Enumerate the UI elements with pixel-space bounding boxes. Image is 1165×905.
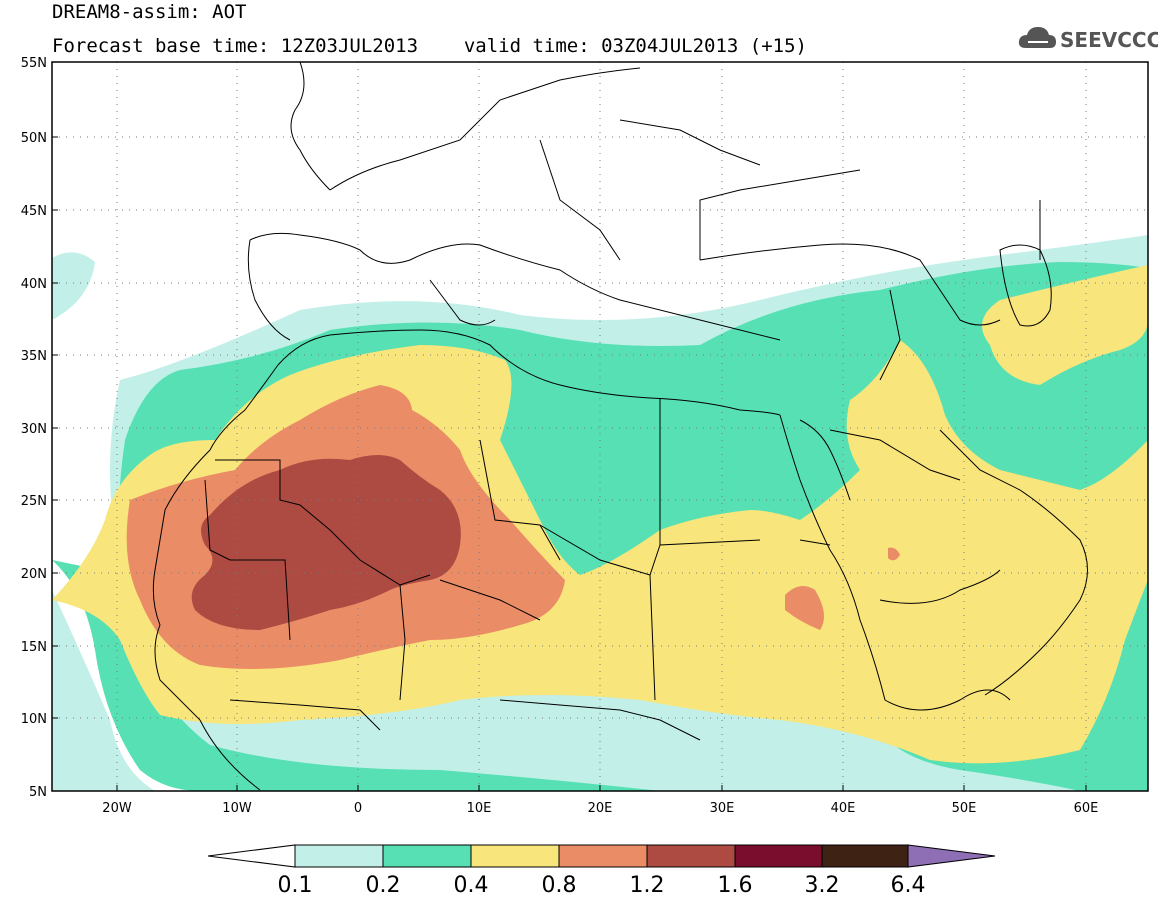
lat-label: 40N: [21, 277, 47, 292]
colorbar-label: 3.2: [805, 873, 840, 898]
colorbar-above-arrow: [907, 844, 996, 868]
latitude-labels: 55N 50N 45N 40N 35N 30N 25N 20N 15N 10N …: [21, 56, 47, 800]
tick-marks: [52, 61, 1087, 792]
colorbar-swatch: [382, 844, 472, 868]
lat-label: 30N: [21, 422, 47, 437]
colorbar: [207, 844, 996, 868]
lon-label: 20E: [588, 801, 613, 816]
colorbar-swatch: [294, 844, 384, 868]
lon-label: 20W: [102, 801, 132, 816]
base-time: Forecast base time: 12Z03JUL2013: [52, 35, 419, 57]
lat-label: 15N: [21, 640, 47, 655]
lat-label: 20N: [21, 567, 47, 582]
aot-field: [52, 62, 1148, 791]
forecast-times: Forecast base time: 12Z03JUL2013 valid t…: [52, 36, 807, 56]
colorbar-label: 1.2: [630, 873, 665, 898]
colorbar-swatch: [470, 844, 560, 868]
lat-label: 35N: [21, 349, 47, 364]
map-title: DREAM8-assim: AOT: [52, 1, 247, 23]
colorbar-label: 0.4: [454, 873, 489, 898]
colorbar-swatch: [558, 844, 648, 868]
aot-contour-1.2: [191, 455, 461, 630]
colorbar-swatch: [734, 844, 823, 868]
brand-text: SEEVCCC: [1060, 28, 1158, 52]
brand-logo: SEEVCCC: [1018, 27, 1158, 52]
lon-label: 30E: [710, 801, 735, 816]
lon-label: 60E: [1074, 801, 1099, 816]
lat-label: 10N: [21, 712, 47, 727]
colorbar-label: 6.4: [891, 873, 926, 898]
gridlines: [52, 62, 1148, 791]
lon-label: 50E: [952, 801, 977, 816]
lon-label: 10W: [222, 801, 252, 816]
lat-label: 45N: [21, 204, 47, 219]
lat-label: 50N: [21, 131, 47, 146]
lon-label: 10E: [467, 801, 492, 816]
lon-label: 0: [354, 801, 362, 816]
valid-time: valid time: 03Z04JUL2013 (+15): [463, 35, 807, 57]
colorbar-label: 0.1: [278, 873, 313, 898]
colorbar-label: 0.2: [366, 873, 401, 898]
lon-label: 40E: [831, 801, 856, 816]
longitude-labels: 20W 10W 0 10E 20E 30E 40E 50E 60E: [102, 801, 1098, 816]
colorbar-swatch: [646, 844, 736, 868]
coastlines: [152, 62, 1088, 791]
colorbar-labels: 0.1 0.2 0.4 0.8 1.2 1.6 3.2 6.4: [278, 873, 926, 898]
colorbar-label: 1.6: [718, 873, 753, 898]
lat-label: 55N: [21, 56, 47, 71]
lat-label: 25N: [21, 494, 47, 509]
colorbar-below-arrow: [207, 844, 296, 868]
colorbar-label: 0.8: [542, 873, 577, 898]
cloud-logo-icon: [1018, 27, 1056, 48]
colorbar-swatch: [821, 844, 909, 868]
lat-label: 5N: [29, 785, 47, 800]
